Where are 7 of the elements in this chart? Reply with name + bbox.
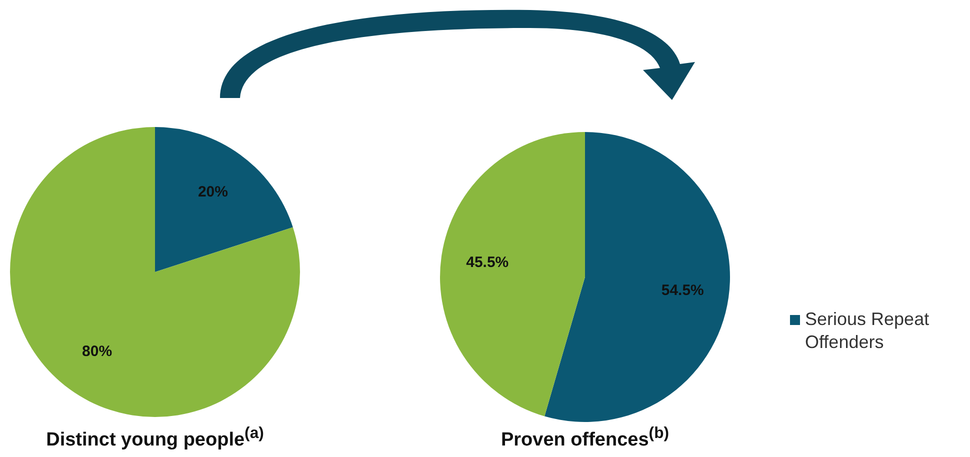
data-label: 20%	[198, 183, 228, 200]
data-label: 80%	[82, 342, 112, 360]
data-label: 54.5%	[661, 282, 704, 300]
text: Proven offences$^{(b)}$	[500, 425, 670, 452]
data-label: 45.5%	[466, 254, 509, 272]
legend-label: Serious Repeat Offenders	[805, 308, 930, 354]
text: Distinct young people$^{(a)}$	[45, 425, 265, 452]
